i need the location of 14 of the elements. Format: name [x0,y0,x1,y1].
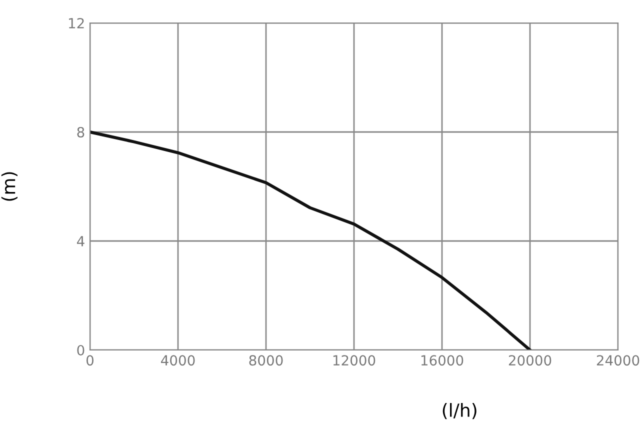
y-tick-label: 8 [77,126,84,138]
x-tick-label: 0 [86,355,94,366]
x-tick-label: 24000 [596,355,640,366]
y-tick-label: 4 [76,236,84,246]
line-series [90,130,532,350]
x-axis-title: (l/h) [442,403,476,420]
y-tick-label: 0 [77,344,84,356]
x-tick-label: 20000 [508,355,552,366]
y-tick-label: 12 [68,18,84,28]
x-tick-label: 16000 [421,355,464,366]
x-tick-label: 8000 [249,355,283,366]
x-tick-label: 12000 [333,355,376,366]
y-axis-title: (m) [1,172,18,201]
x-tick-label: 4000 [161,355,195,366]
